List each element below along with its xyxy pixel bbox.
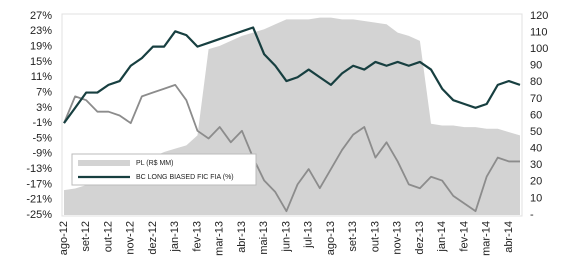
x-tick-label: abr-13 (236, 221, 248, 253)
x-tick-label: fev-13 (191, 221, 203, 252)
legend-box (71, 153, 257, 186)
y2-tick-label: 110 (530, 26, 548, 38)
x-tick-label: jan-14 (436, 221, 448, 253)
x-tick-label: jul-13 (303, 221, 315, 249)
y2-tick-label: 20 (530, 176, 542, 188)
y2-tick-label: 10 (530, 192, 542, 204)
y2-tick-label: 80 (530, 76, 542, 88)
y2-tick-label: 30 (530, 159, 542, 171)
y-tick-label: 19% (30, 41, 52, 53)
x-tick-label: fev-14 (458, 221, 470, 252)
y-tick-label: -13% (26, 163, 52, 175)
y2-tick-label: 50 (530, 126, 542, 138)
y-tick-label: -5% (32, 132, 52, 144)
x-tick-label: dez-12 (147, 221, 159, 255)
x-tick-label: ago-12 (58, 221, 70, 255)
x-tick-label: nov-13 (392, 221, 404, 255)
x-tick-label: set-13 (347, 221, 359, 252)
y2-tick-label: 120 (530, 10, 548, 22)
y2-tick-label: 90 (530, 60, 542, 72)
x-tick-label: mar-14 (481, 221, 493, 256)
y-tick-label: -1% (32, 117, 52, 129)
line (63, 83, 520, 213)
x-tick-label: ago-13 (325, 221, 337, 255)
y-tick-label: 7% (36, 86, 52, 98)
x-tick-label: mar-13 (214, 221, 226, 256)
x-tick-label: out-13 (369, 221, 381, 252)
plot-frame (61, 13, 523, 217)
x-tick-label: jun-13 (280, 221, 292, 253)
y-tick-label: 15% (30, 56, 52, 68)
line (63, 26, 521, 124)
x-tick-label: set-12 (80, 221, 92, 252)
y2-tick-label: 40 (530, 143, 542, 155)
x-tick-label: mai-13 (258, 221, 270, 255)
y2-tick-label: 70 (530, 93, 542, 105)
legend-label: BC LONG BIASED FIC FIA (%) (136, 174, 234, 181)
x-tick-label: out-12 (102, 221, 114, 252)
x-tick-label: jan-13 (169, 221, 181, 253)
y-tick-label: -25% (26, 209, 52, 221)
y-tick-label: 23% (30, 25, 52, 37)
y-tick-label: 27% (30, 10, 52, 22)
y2-tick-label: 60 (530, 109, 542, 121)
y2-tick-label: 100 (530, 43, 548, 55)
x-tick-label: nov-12 (125, 221, 137, 255)
legend-swatch (78, 160, 130, 166)
y-tick-label: -17% (26, 178, 52, 190)
legend: PL (R$ MM) BC LONG BIASED FIC FIA (%) (71, 153, 257, 186)
y-tick-label: -9% (32, 148, 52, 160)
y-tick-label: 3% (36, 102, 52, 114)
legend-label: PL (R$ MM) (136, 160, 173, 167)
y-tick-label: 11% (31, 71, 52, 83)
x-tick-label: dez-13 (414, 221, 426, 255)
y-tick-label: -21% (26, 194, 52, 206)
y2-tick-label: - (530, 209, 534, 221)
x-tick-label: abr-14 (503, 221, 515, 253)
